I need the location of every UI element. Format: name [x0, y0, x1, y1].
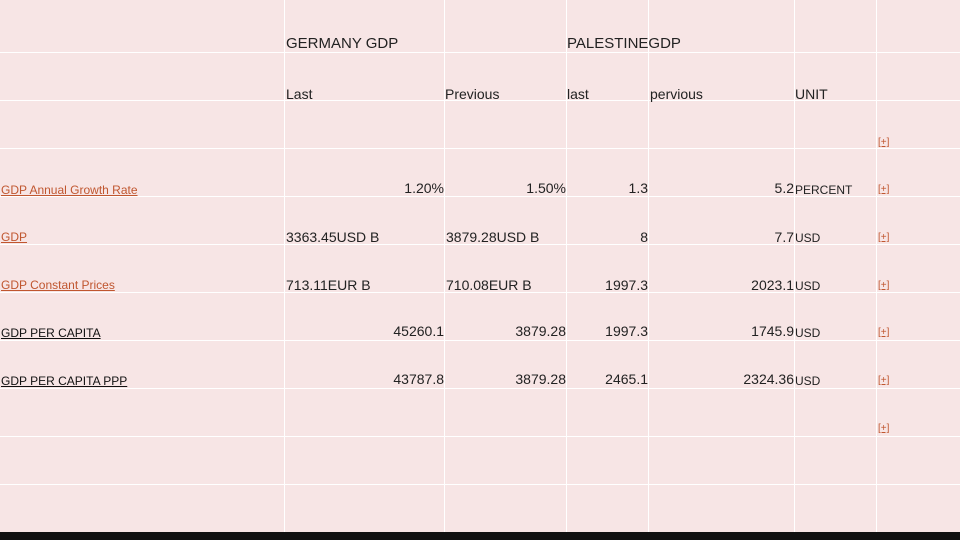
col-divider [284, 0, 285, 532]
row-divider [0, 292, 960, 293]
row-divider [0, 148, 960, 149]
expand-link[interactable]: [+] [878, 184, 890, 195]
cell-unit: USD [795, 279, 821, 293]
cell-germany-last: 713.11EUR B [286, 277, 371, 293]
cell-germany-last: 3363.45USD B [286, 229, 380, 245]
bottom-border [0, 532, 960, 540]
cell-germany-previous: 710.08EUR B [446, 277, 532, 293]
row-label-gdp-annual-growth-rate[interactable]: GDP Annual Growth Rate [1, 183, 138, 197]
cell-germany-previous: 1.50% [526, 180, 566, 196]
row-label-gdp-per-capita-ppp[interactable]: GDP PER CAPITA PPP [1, 374, 128, 388]
col-divider [876, 0, 877, 532]
cell-germany-last: 43787.8 [393, 371, 444, 387]
row-divider [0, 100, 960, 101]
cell-palestine-last: 1997.3 [605, 277, 648, 293]
cell-palestine-last: 8 [640, 229, 648, 245]
row-divider [0, 436, 960, 437]
col-divider [566, 0, 567, 532]
col-divider [444, 0, 445, 532]
expand-link[interactable]: [+] [878, 327, 890, 338]
expand-link[interactable]: [+] [878, 137, 890, 148]
row-divider [0, 484, 960, 485]
cell-unit: USD [795, 374, 821, 388]
row-label-gdp-constant-prices[interactable]: GDP Constant Prices [1, 278, 115, 292]
cell-germany-previous: 3879.28 [515, 371, 566, 387]
cell-unit: USD [795, 326, 821, 340]
cell-germany-previous: 3879.28 [515, 323, 566, 339]
col-germany-last: Last [286, 86, 313, 102]
cell-palestine-previous: 2324.36 [743, 371, 794, 387]
expand-link[interactable]: [+] [878, 423, 890, 434]
row-divider [0, 340, 960, 341]
cell-palestine-previous: 7.7 [774, 229, 794, 245]
cell-germany-last: 1.20% [404, 180, 444, 196]
cell-unit: USD [795, 231, 821, 245]
col-unit: UNIT [795, 86, 828, 102]
cell-palestine-last: 1.3 [628, 180, 648, 196]
cell-palestine-previous: 5.2 [774, 180, 794, 196]
cell-germany-last: 45260.1 [393, 323, 444, 339]
cell-palestine-last: 2465.1 [605, 371, 648, 387]
cell-unit: PERCENT [795, 183, 853, 197]
expand-link[interactable]: [+] [878, 375, 890, 386]
col-palestine-last: last [567, 86, 589, 102]
header-germany: GERMANY GDP [286, 35, 399, 52]
cell-palestine-previous: 1745.9 [751, 323, 794, 339]
col-divider [794, 0, 795, 532]
row-divider [0, 244, 960, 245]
header-palestine: PALESTINEGDP [567, 35, 681, 52]
row-label-gdp[interactable]: GDP [1, 230, 28, 244]
expand-link[interactable]: [+] [878, 280, 890, 291]
cell-germany-previous: 3879.28USD B [446, 229, 540, 245]
col-germany-previous: Previous [445, 86, 500, 102]
col-palestine-previous: pervious [650, 86, 703, 102]
cell-palestine-previous: 2023.1 [751, 277, 794, 293]
row-label-gdp-per-capita[interactable]: GDP PER CAPITA [1, 326, 101, 340]
row-divider [0, 196, 960, 197]
col-divider [648, 0, 649, 532]
cell-palestine-last: 1997.3 [605, 323, 648, 339]
expand-link[interactable]: [+] [878, 232, 890, 243]
row-divider [0, 52, 960, 53]
row-divider [0, 388, 960, 389]
